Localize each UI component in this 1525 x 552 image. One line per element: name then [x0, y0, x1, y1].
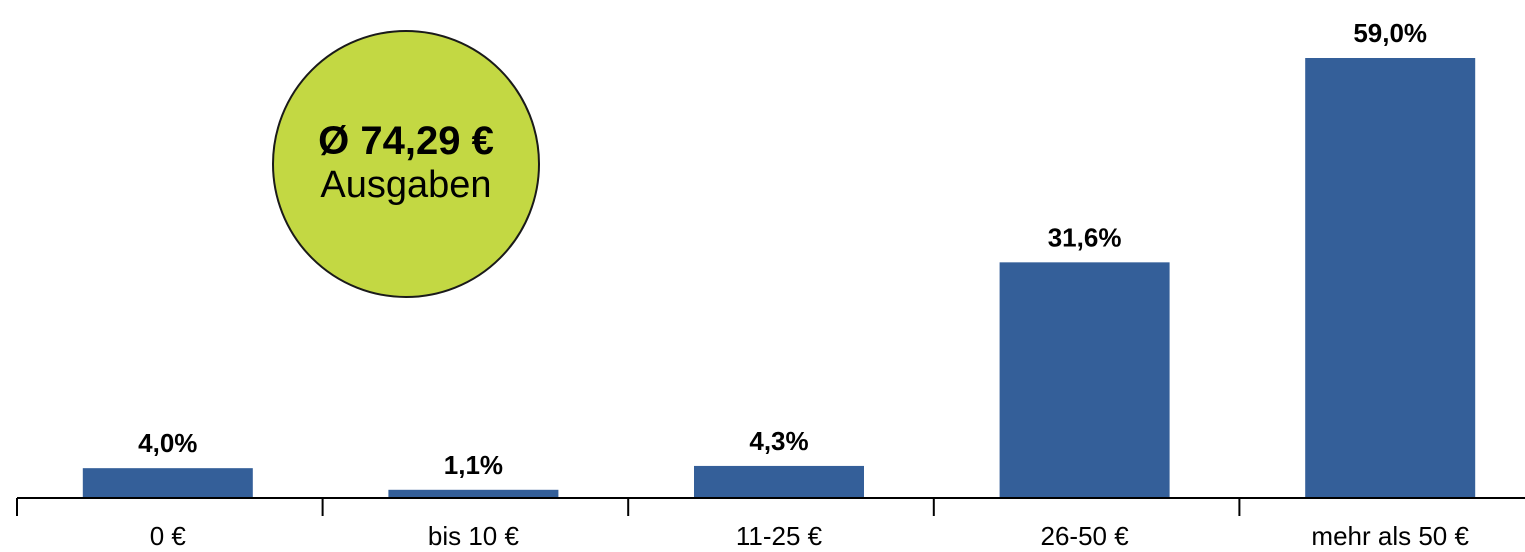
bar-3: [1000, 262, 1170, 498]
x-tick-label-2: 11-25 €: [736, 521, 823, 551]
x-tick-label-3: 26-50 €: [1041, 521, 1130, 551]
x-tick-label-4: mehr als 50 €: [1311, 521, 1469, 551]
x-tick-label-0: 0 €: [150, 521, 187, 551]
bar-value-label-4: 59,0%: [1353, 18, 1427, 48]
bar-2: [694, 466, 864, 498]
average-value: Ø 74,29 €: [318, 119, 494, 163]
bar-value-label-2: 4,3%: [749, 426, 808, 456]
bar-value-label-1: 1,1%: [444, 450, 503, 480]
bar-0: [83, 468, 253, 498]
bar-1: [388, 490, 558, 498]
bar-4: [1305, 58, 1475, 498]
x-axis-tick-labels: 0 € bis 10 € 11-25 € 26-50 € mehr als 50 €: [150, 521, 1470, 551]
bar-value-label-3: 31,6%: [1048, 222, 1122, 252]
average-spending-badge: Ø 74,29 € Ausgaben: [272, 30, 540, 298]
x-tick-label-1: bis 10 €: [428, 521, 520, 551]
bar-value-label-0: 4,0%: [138, 428, 197, 458]
average-label: Ausgaben: [320, 163, 491, 209]
x-axis-ticks: [17, 498, 1239, 516]
